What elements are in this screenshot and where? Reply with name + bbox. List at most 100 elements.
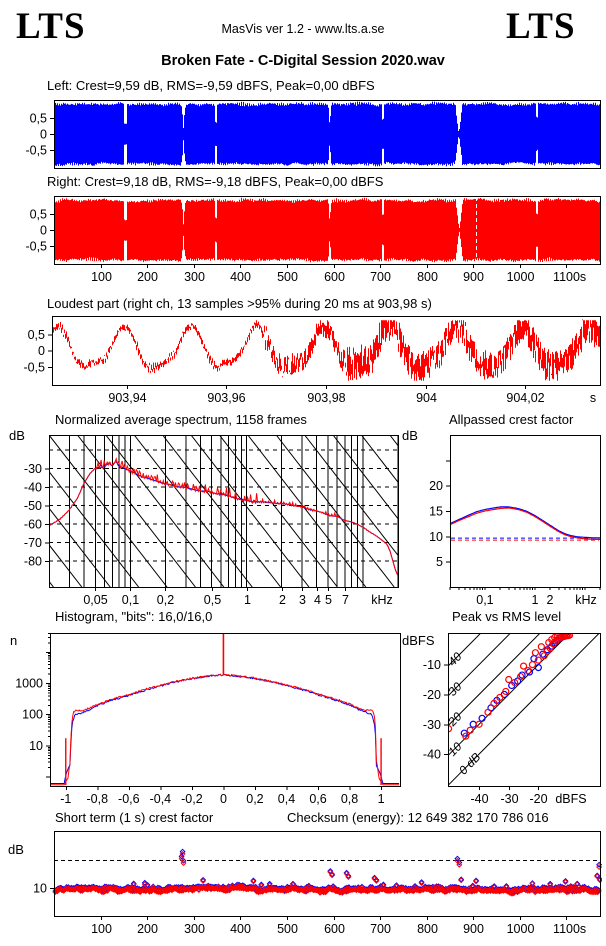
allpassed-crest-panel: 5 10 15 20 0,1 1 2 kHz — [429, 435, 601, 607]
tick-label: 500 — [277, 922, 298, 936]
allpassed-y-label: dB — [402, 428, 418, 443]
tick-label: 100 — [91, 270, 112, 284]
tick-label: 700 — [370, 922, 391, 936]
tick-label: 1 — [531, 593, 538, 607]
tick-label: 0,8 — [341, 792, 358, 806]
tick-label: -0,6 — [118, 792, 140, 806]
tick-label: 0,05 — [83, 593, 107, 607]
tick-label: 903,96 — [207, 391, 245, 405]
tick-label: -0,5 — [23, 360, 45, 374]
histogram-left-curve — [50, 673, 400, 784]
tick-label: s — [590, 391, 596, 405]
spectrum-y-label: dB — [9, 428, 25, 443]
tick-label: dBFS — [555, 792, 586, 806]
tick-label: -70 — [24, 536, 42, 550]
tick-label: -10 — [423, 658, 441, 672]
shortterm-crest-panel: 10 100 200 300 400 500 600 700 800 900 1000 1100 s — [33, 831, 602, 936]
left-waveform — [54, 101, 600, 167]
tick-label: -80 — [24, 555, 42, 569]
spectrum-right-curve — [49, 457, 398, 577]
tick-label: -40 — [24, 480, 42, 494]
peak-rms-right-points — [448, 633, 574, 740]
tick-label: 5 — [436, 555, 443, 569]
file-title: Broken Fate - C-Digital Session 2020.wav — [161, 53, 445, 69]
peak-vs-rms-y-label: dBFS — [402, 633, 435, 648]
spectrum-left-curve — [49, 461, 398, 577]
peak-vs-rms-title: Peak vs RMS level — [452, 609, 562, 624]
tick-label: 10 — [33, 882, 47, 896]
tick-label: 0,5 — [28, 328, 45, 342]
tick-label: 0,5 — [30, 207, 47, 221]
spectrum-grid — [49, 435, 398, 587]
tick-label: 800 — [417, 270, 438, 284]
tick-label: 600 — [324, 922, 345, 936]
tick-label: -20 — [529, 792, 547, 806]
tick-label: 0,2 — [246, 792, 263, 806]
left-waveform-panel: 0,5 0 -0,5 — [25, 100, 601, 169]
tick-label: 300 — [184, 922, 205, 936]
tick-label: 0,5 — [30, 111, 47, 125]
tick-label: 0 — [40, 128, 47, 142]
histogram-panel: 10 100 1000 -1 -0,8 -0,6 -0,4 -0,2 0 0,2 0,4 0,6 0,8… — [15, 633, 401, 806]
tick-label: -0,4 — [150, 792, 172, 806]
tick-label: 1 — [244, 593, 251, 607]
tick-label: 0,5 — [204, 593, 221, 607]
tick-label: 500 — [277, 270, 298, 284]
tick-label: s — [580, 922, 586, 936]
tick-label: 903,94 — [108, 391, 146, 405]
tick-label: 700 — [370, 270, 391, 284]
tick-label: 1100 — [553, 922, 580, 936]
tick-label: -30 — [423, 718, 441, 732]
tick-label: 900 — [463, 270, 484, 284]
tick-label: 10 — [429, 530, 443, 544]
tick-label: kHz — [575, 593, 597, 607]
tick-label: 200 — [137, 270, 158, 284]
tick-label: 1000 — [15, 676, 43, 690]
checksum-value: Checksum (energy): 12 649 382 170 786 01… — [287, 810, 549, 825]
histogram-title: Histogram, "bits": 16,0/16,0 — [55, 609, 213, 624]
tick-label: 300 — [184, 270, 205, 284]
tick-label: 400 — [230, 270, 251, 284]
spectrum-panel: -30 -40 -50 -60 -70 -80 0,05 0,1 0,2 0,5 1 2 3 4 5 7 kHz — [24, 435, 399, 607]
tick-label: 903,98 — [307, 391, 345, 405]
tick-label: 600 — [324, 270, 345, 284]
right-waveform — [54, 197, 600, 263]
tick-label: 800 — [417, 922, 438, 936]
tick-label: 5 — [325, 593, 332, 607]
tick-label: -0,8 — [87, 792, 109, 806]
tick-label: 100 — [91, 922, 112, 936]
allpassed-title: Allpassed crest factor — [449, 412, 574, 427]
tick-label: -0,5 — [25, 240, 47, 254]
tick-label: -30 — [24, 462, 42, 476]
tick-label: -40 — [470, 792, 488, 806]
tick-label: 20 — [429, 479, 443, 493]
loudest-part-panel: 0,5 0 -0,5 903,94 903,96 903,98 904 904,02 s — [23, 316, 601, 405]
spectrum-title: Normalized average spectrum, 1158 frames — [55, 412, 307, 427]
app-version-info: MasVis ver 1.2 - www.lts.a.se — [221, 22, 385, 36]
right-channel-stats: Right: Crest=9,18 dB, RMS=-9,18 dBFS, Pe… — [47, 174, 384, 189]
lts-logo-left: LTS — [16, 6, 86, 47]
tick-label: -1 — [60, 792, 71, 806]
histogram-y-label: n — [10, 633, 18, 648]
left-channel-stats: Left: Crest=9,59 dB, RMS=-9,59 dBFS, Pea… — [47, 78, 375, 93]
tick-label: 904,02 — [506, 391, 544, 405]
shortterm-title: Short term (1 s) crest factor — [55, 810, 214, 825]
shortterm-right-points — [52, 850, 602, 897]
tick-label: -60 — [24, 517, 42, 531]
tick-label: -50 — [24, 499, 42, 513]
shortterm-y-label: dB — [8, 842, 24, 857]
tick-label: 0,2 — [157, 593, 174, 607]
tick-label: -0,2 — [181, 792, 203, 806]
histogram-right-curve — [50, 673, 400, 786]
tick-label: 0 — [40, 224, 47, 238]
tick-label: 0 — [220, 792, 227, 806]
tick-label: -20 — [423, 688, 441, 702]
tick-label: 0 — [38, 344, 45, 358]
tick-label: 2 — [547, 593, 554, 607]
tick-label: 4 — [314, 593, 321, 607]
tick-label: 100 — [22, 708, 43, 722]
allpassed-right-curve — [449, 507, 600, 541]
